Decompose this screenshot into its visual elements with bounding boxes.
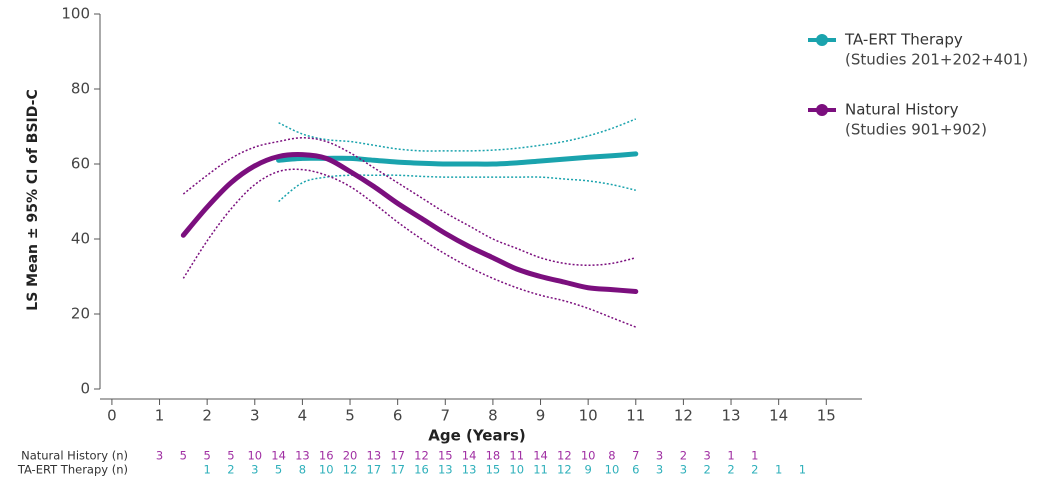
- n-row-label: TA-ERT Therapy (n): [17, 463, 128, 477]
- n-count: 17: [367, 463, 382, 477]
- legend-marker: [816, 34, 828, 46]
- x-tick-label: 14: [769, 407, 788, 425]
- n-count: 11: [533, 463, 548, 477]
- n-count: 14: [271, 449, 286, 463]
- n-count: 14: [462, 449, 477, 463]
- ci-upper-line: [182, 136, 636, 267]
- n-count: 12: [414, 449, 429, 463]
- n-count: 12: [343, 463, 358, 477]
- n-count: 15: [438, 449, 453, 463]
- x-tick-label: 9: [536, 407, 546, 425]
- n-count: 10: [581, 449, 596, 463]
- n-count: 3: [680, 463, 687, 477]
- n-count: 7: [632, 449, 639, 463]
- n-count: 3: [251, 463, 258, 477]
- x-tick-label: 4: [298, 407, 308, 425]
- x-tick-label: 11: [626, 407, 645, 425]
- legend-marker: [816, 104, 828, 116]
- n-count: 10: [509, 463, 524, 477]
- x-tick-label: 10: [579, 407, 598, 425]
- mean-line: [276, 151, 639, 167]
- x-tick-label: 6: [393, 407, 403, 425]
- n-row-label: Natural History (n): [21, 449, 128, 463]
- n-count: 16: [319, 449, 334, 463]
- n-count: 6: [632, 463, 639, 477]
- x-tick-label: 0: [107, 407, 117, 425]
- x-tick-label: 12: [674, 407, 693, 425]
- y-axis-label: LS Mean ± 95% CI of BSID-C: [25, 89, 41, 310]
- n-count: 2: [727, 463, 734, 477]
- legend-studies: (Studies 201+202+401): [845, 51, 1028, 69]
- n-count: 5: [227, 449, 234, 463]
- x-tick-label: 8: [488, 407, 498, 425]
- n-count: 1: [203, 463, 210, 477]
- mean-line: [180, 152, 639, 294]
- y-tick-label: 100: [61, 5, 90, 23]
- ci-lower-line: [278, 174, 636, 203]
- x-tick-label: 1: [155, 407, 165, 425]
- ci-lower-line: [182, 168, 637, 328]
- n-count: 14: [533, 449, 548, 463]
- n-count: 13: [295, 449, 310, 463]
- n-count: 17: [390, 449, 405, 463]
- n-count: 10: [605, 463, 620, 477]
- x-axis-label: Age (Years): [428, 427, 526, 445]
- n-count: 13: [462, 463, 477, 477]
- n-count: 3: [656, 463, 663, 477]
- n-count: 17: [390, 463, 405, 477]
- n-count: 16: [414, 463, 429, 477]
- n-count: 1: [751, 449, 758, 463]
- y-tick-label: 40: [71, 230, 90, 248]
- n-count: 2: [751, 463, 758, 477]
- n-count: 20: [343, 449, 358, 463]
- legend-label: Natural History: [845, 101, 959, 119]
- n-count: 3: [656, 449, 663, 463]
- n-count: 5: [275, 463, 282, 477]
- n-count: 1: [775, 463, 782, 477]
- n-count: 1: [799, 463, 806, 477]
- x-tick-label: 5: [345, 407, 355, 425]
- n-count: 9: [584, 463, 591, 477]
- y-tick-label: 20: [71, 305, 90, 323]
- legend-label: TA-ERT Therapy: [844, 31, 963, 49]
- n-count: 15: [486, 463, 501, 477]
- n-count: 10: [247, 449, 262, 463]
- n-count: 11: [509, 449, 524, 463]
- n-count: 13: [438, 463, 453, 477]
- n-count: 5: [180, 449, 187, 463]
- x-tick-label: 15: [817, 407, 836, 425]
- n-count: 1: [727, 449, 734, 463]
- n-count: 3: [704, 449, 711, 463]
- n-count: 13: [367, 449, 382, 463]
- n-count: 8: [608, 449, 615, 463]
- legend-studies: (Studies 901+902): [845, 121, 987, 139]
- y-tick-label: 60: [71, 155, 90, 173]
- n-count: 18: [486, 449, 501, 463]
- n-count: 2: [680, 449, 687, 463]
- y-tick-label: 0: [80, 380, 90, 398]
- n-count: 10: [319, 463, 334, 477]
- ci-upper-line: [278, 118, 637, 152]
- n-count: 2: [704, 463, 711, 477]
- n-count: 12: [557, 449, 572, 463]
- x-tick-label: 13: [721, 407, 740, 425]
- x-tick-label: 7: [441, 407, 451, 425]
- x-tick-label: 2: [202, 407, 212, 425]
- n-count: 3: [156, 449, 163, 463]
- y-tick-label: 80: [71, 80, 90, 98]
- n-count: 12: [557, 463, 572, 477]
- n-count: 5: [203, 449, 210, 463]
- x-tick-label: 3: [250, 407, 260, 425]
- n-count: 8: [299, 463, 306, 477]
- n-count: 2: [227, 463, 234, 477]
